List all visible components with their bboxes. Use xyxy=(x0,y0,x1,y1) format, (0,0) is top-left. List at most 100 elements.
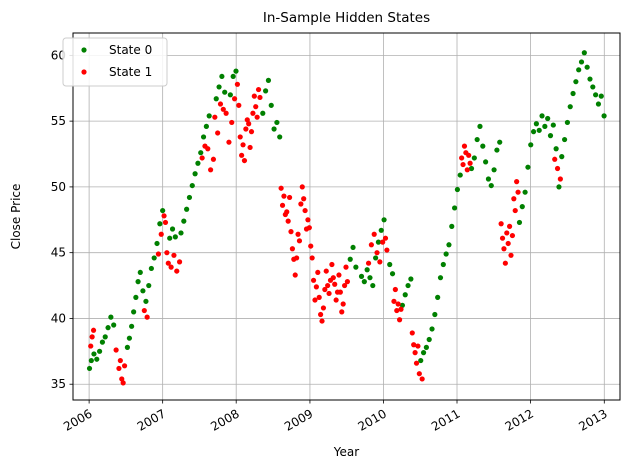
data-point xyxy=(499,235,506,241)
data-point xyxy=(373,255,379,261)
data-point xyxy=(402,292,408,298)
data-point xyxy=(217,101,224,107)
data-point xyxy=(408,276,414,282)
data-point xyxy=(161,213,167,219)
data-point xyxy=(332,281,338,287)
data-point xyxy=(220,106,226,112)
data-point xyxy=(189,182,195,189)
data-point xyxy=(382,235,389,241)
data-point xyxy=(295,231,301,237)
data-point xyxy=(504,230,510,236)
data-point xyxy=(233,68,239,74)
data-point xyxy=(162,219,169,226)
data-point xyxy=(511,196,517,202)
data-point xyxy=(581,50,587,56)
data-point xyxy=(158,231,164,237)
data-point xyxy=(522,189,528,195)
data-point xyxy=(105,325,111,331)
data-point xyxy=(381,217,387,223)
data-point xyxy=(176,259,183,265)
data-point xyxy=(299,184,305,190)
data-point xyxy=(323,268,329,274)
data-point xyxy=(587,76,593,82)
data-point xyxy=(236,102,242,108)
data-point xyxy=(392,286,398,293)
data-point xyxy=(326,290,332,297)
data-point xyxy=(88,343,94,349)
data-point xyxy=(251,93,257,99)
data-point xyxy=(449,223,455,229)
data-point xyxy=(124,344,130,350)
data-point xyxy=(497,139,503,145)
data-point xyxy=(265,77,272,83)
data-point xyxy=(396,317,403,323)
data-point xyxy=(464,167,470,173)
data-point xyxy=(208,167,214,173)
series-0 xyxy=(86,50,607,372)
data-point xyxy=(171,252,177,258)
data-point xyxy=(416,371,422,377)
data-point xyxy=(294,255,300,261)
data-point xyxy=(274,119,280,126)
data-point xyxy=(137,269,143,276)
y-tick-label: 60 xyxy=(51,48,66,62)
data-point xyxy=(561,136,568,143)
data-point xyxy=(186,194,193,201)
data-point xyxy=(310,277,317,283)
data-point xyxy=(240,142,246,148)
data-point xyxy=(285,218,291,224)
data-point xyxy=(542,123,548,129)
data-point xyxy=(141,307,147,314)
data-point xyxy=(340,301,346,307)
data-point xyxy=(413,360,420,366)
data-point xyxy=(254,114,260,120)
data-point xyxy=(423,344,429,350)
data-point xyxy=(241,157,248,164)
data-point xyxy=(443,251,449,257)
data-point xyxy=(296,238,303,244)
data-point xyxy=(358,273,365,279)
data-point xyxy=(483,159,489,165)
data-point xyxy=(598,93,604,99)
data-point xyxy=(231,96,238,102)
data-point xyxy=(398,306,404,312)
data-point xyxy=(140,288,146,294)
data-point xyxy=(367,275,373,281)
data-point xyxy=(437,275,444,281)
data-point xyxy=(584,64,590,70)
data-point xyxy=(219,73,225,80)
data-point xyxy=(116,365,122,372)
data-point xyxy=(461,143,468,149)
data-point xyxy=(405,282,411,289)
data-point xyxy=(350,244,356,251)
data-point xyxy=(378,227,384,233)
data-point xyxy=(205,146,211,152)
data-point xyxy=(305,217,311,223)
data-point xyxy=(412,350,418,356)
data-point xyxy=(286,194,293,201)
data-point xyxy=(512,207,518,214)
data-point xyxy=(268,102,274,108)
data-point xyxy=(126,335,133,341)
data-point xyxy=(333,297,339,303)
data-point xyxy=(419,376,425,382)
data-point xyxy=(257,94,263,101)
data-point xyxy=(474,136,480,143)
data-point xyxy=(113,347,119,353)
data-point xyxy=(451,205,458,211)
data-point xyxy=(167,235,173,241)
data-point xyxy=(485,176,492,182)
data-point xyxy=(195,160,201,166)
legend-label: State 0 xyxy=(109,43,152,57)
data-point xyxy=(263,88,269,94)
data-point xyxy=(570,90,576,97)
chart-title: In-Sample Hidden States xyxy=(263,10,430,26)
data-point xyxy=(440,261,446,268)
data-point xyxy=(547,133,554,139)
data-point xyxy=(155,251,162,257)
data-point xyxy=(308,243,314,249)
data-point xyxy=(302,207,308,214)
data-point xyxy=(120,380,126,386)
data-point xyxy=(477,123,483,129)
